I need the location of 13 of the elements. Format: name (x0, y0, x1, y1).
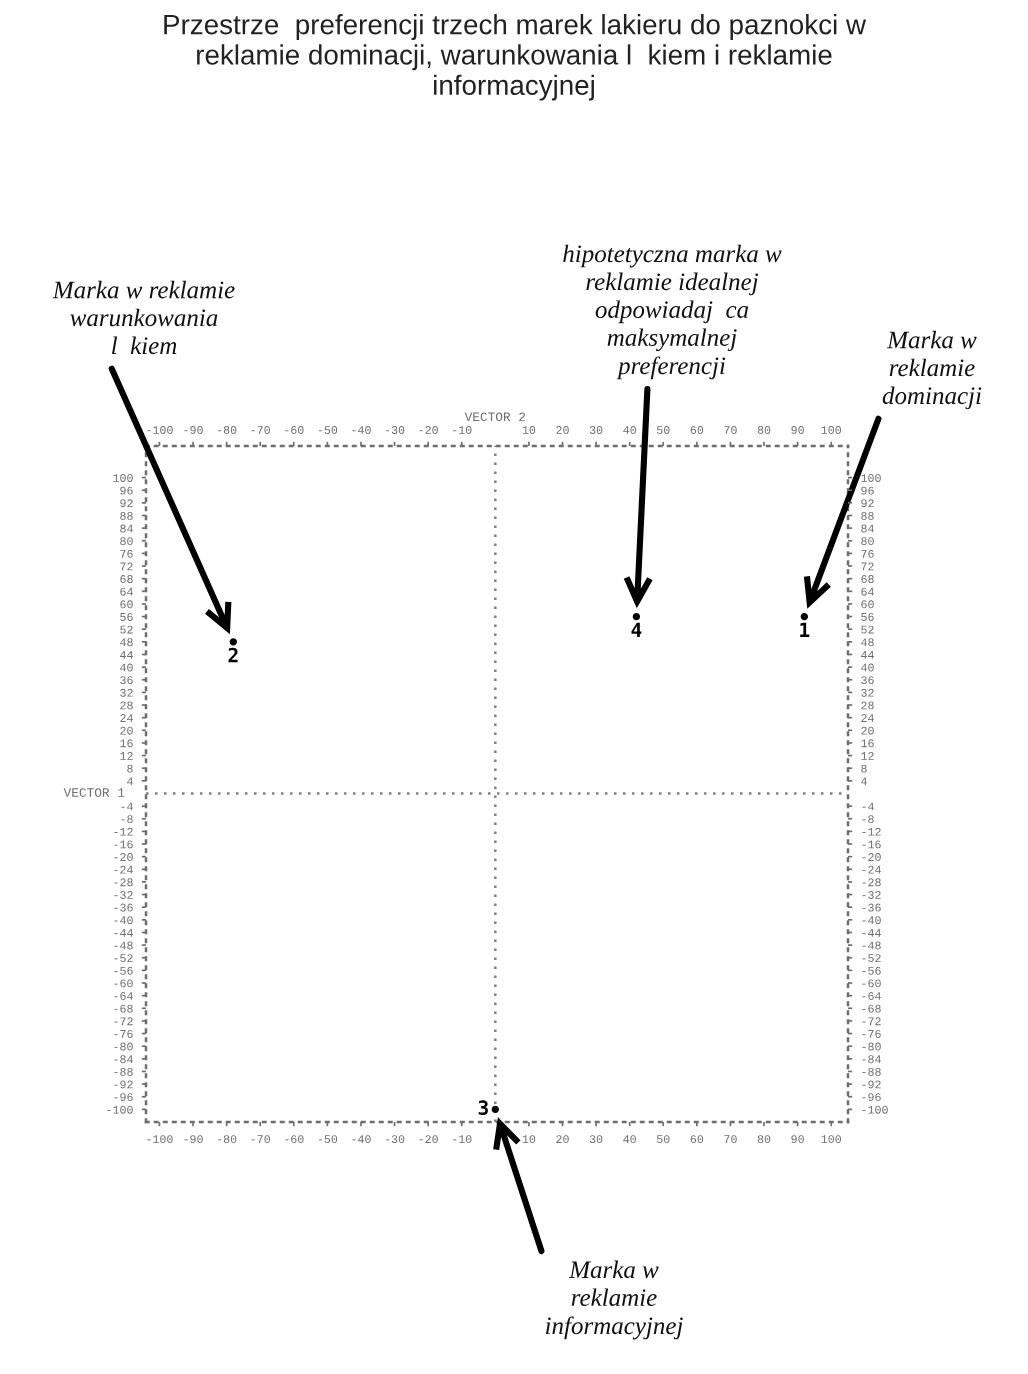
point (491, 1105, 499, 1114)
series-label: 4 (631, 622, 642, 637)
point (800, 612, 809, 621)
point (229, 638, 237, 646)
series-label: 1 (800, 622, 810, 637)
annotation: hipotetyczna marka w reklamie idealnej odpowiadaj ca maksymalnej preferencji (563, 244, 782, 380)
series-label: 3 (478, 1100, 488, 1116)
annotation: Marka w reklamie dominacji (882, 330, 982, 410)
series-label: 2 (228, 647, 238, 663)
point (632, 612, 641, 621)
chart-title: Przestrze preferencji trzech marek lakieru do paznokci w reklamie dominacji, warunkowania l kiem i reklamie informacyjnej (164, 14, 867, 101)
annotation: Marka w reklamie warunkowania l kiem (52, 280, 235, 355)
annotation: Marka w reklamie informacyjnej (545, 1260, 683, 1340)
